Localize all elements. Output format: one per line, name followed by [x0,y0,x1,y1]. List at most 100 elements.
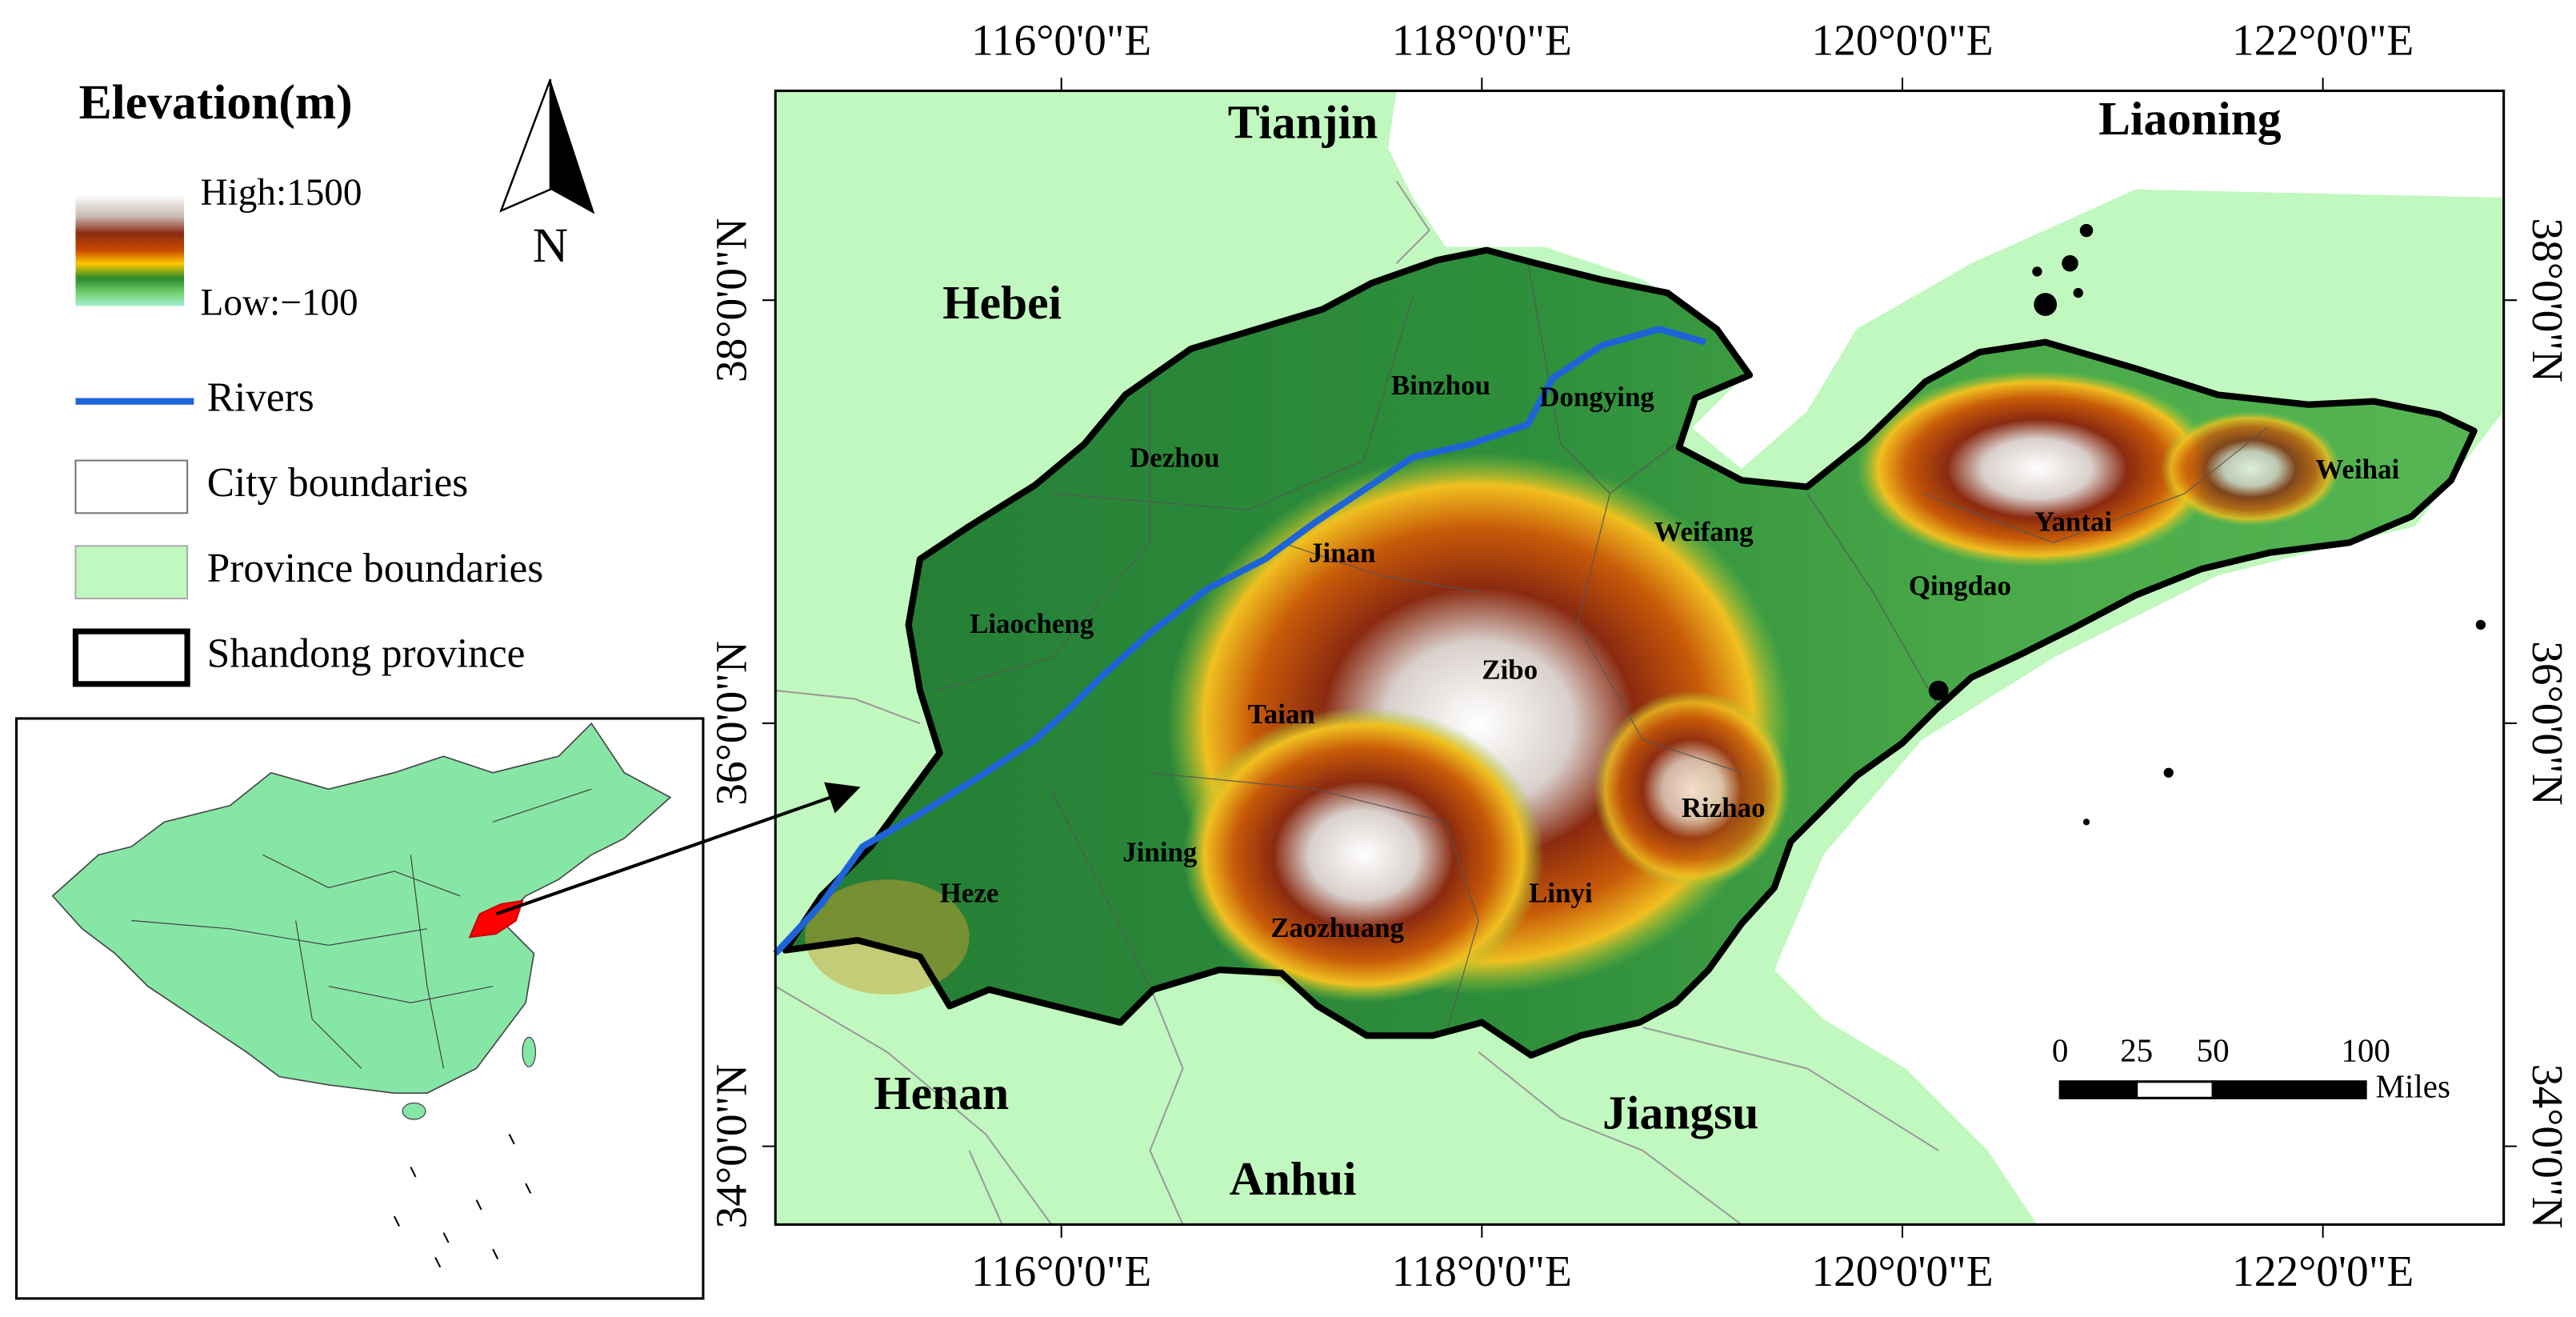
inset-boundary [295,920,362,1069]
island [2062,254,2078,272]
north-arrow-left [499,78,552,213]
inset-dash [475,1199,482,1211]
city-name: Jinan [1309,538,1375,569]
legend-label: City boundaries [207,460,468,506]
scale-segment [2135,1080,2214,1099]
legend-province [74,545,189,600]
city-boundary [1806,493,1939,707]
lat-label: 36°0'0"N [707,641,756,806]
legend-label: Province boundaries [207,546,543,591]
inset-boundary [410,855,445,1069]
province-name: Hebei [942,276,1062,329]
lat-label: 34°0'0"N [2523,1064,2572,1229]
legend-label: Shandong province [207,631,526,677]
north-arrow-right [550,79,595,214]
city-name: Linyi [1529,878,1593,909]
province-name: Jiangsu [1602,1087,1758,1139]
inset-dash [525,1183,532,1194]
inset-boundary [492,788,592,823]
island [2082,819,2090,826]
city-boundary [936,378,1151,691]
inset-boundary [328,986,494,1003]
legend-shandong [72,628,190,687]
province-boundary [775,690,921,725]
lat-label: 38°0'0"N [707,218,756,382]
scale-label: 100 [2341,1031,2390,1068]
lat-label: 38°0'0"N [2523,218,2572,382]
city-name: Weifang [1654,516,1754,547]
city-name: Yantai [2034,506,2112,538]
lat-label: 34°0'0"N [707,1064,756,1229]
legend-label: Rivers [207,374,314,420]
north-label: N [533,218,568,273]
city-boundary [1922,426,2268,543]
province-boundary [1149,986,1184,1225]
city-name: Jining [1122,836,1198,867]
city-name: Qingdao [1909,570,2011,602]
elevation-ramp [75,194,184,306]
province-name: Tianjin [1228,95,1378,148]
elevation-high [1593,691,1791,888]
city-name: Liaocheng [970,608,1094,639]
inset-dash [434,1257,442,1268]
island [2475,619,2486,630]
city-boundary [1051,295,1414,510]
province-name: Liaoning [2098,92,2282,145]
city-name: Zibo [1482,654,1538,685]
shandong-outline [782,246,2478,1059]
bohai-sea [1388,90,2504,469]
lon-label: 122°0'0"E [2232,1247,2414,1295]
city-name: Taian [1248,699,1315,730]
inset-taiwan [522,1036,537,1067]
inset-boundary [131,919,428,946]
inset-hainan [402,1102,426,1120]
province-boundary [774,985,1053,1226]
scale-label: 50 [2197,1031,2230,1068]
city-name: Binzhou [1391,370,1490,401]
lon-label: 116°0'0"E [971,16,1151,65]
city-name: Weihai [2316,454,2400,485]
china-outline [51,722,672,1094]
inset-dash [492,1248,499,1260]
province-boundary [1642,1027,1939,1151]
elevation-high [1182,707,1545,1003]
island [2079,223,2094,238]
city-boundary [1576,493,1742,774]
city-name: Dongying [1539,382,1654,413]
province-name: Henan [874,1067,1009,1119]
scale-unit: Miles [2375,1067,2450,1104]
lat-label: 36°0'0"N [2523,641,2572,806]
island [2034,293,2058,316]
scale-label: 0 [2052,1031,2069,1068]
city-name: Zaozhuang [1270,912,1404,943]
elevation-high [1856,370,2218,568]
legend-city [74,459,189,514]
lon-label: 118°0'0"E [1392,1247,1572,1295]
inset-dash [393,1215,400,1227]
lon-label: 122°0'0"E [2232,16,2414,65]
island [2032,266,2042,277]
lon-label: 118°0'0"E [1392,16,1572,65]
inset-dash [508,1134,515,1145]
inset-boundary [262,854,461,897]
legend-title: Elevation(m) [79,75,353,130]
locator-arrow [495,782,861,916]
city-boundary [1050,788,1151,987]
province-name: Anhui [1230,1152,1357,1205]
legend-low: Low:−100 [201,282,358,323]
lon-label: 120°0'0"E [1811,1247,1993,1295]
lon-label: 120°0'0"E [1811,16,1993,65]
city-boundary [1150,772,1479,1036]
island [1928,680,1949,701]
island [2073,287,2083,298]
map-frame [774,89,2506,1226]
city-boundary [1281,542,1479,593]
province-boundary [1478,1051,1742,1226]
scale-segment [2058,1080,2138,1099]
inset-dash [442,1232,450,1243]
city-boundary [1527,262,1677,494]
inset-dash [410,1167,417,1178]
legend-high: High:1500 [201,172,362,214]
